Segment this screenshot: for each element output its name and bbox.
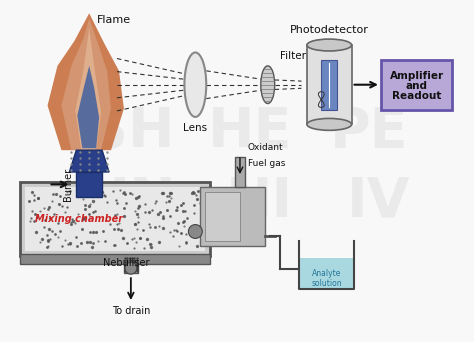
Circle shape: [188, 225, 202, 238]
Text: Fuel gas: Fuel gas: [248, 159, 285, 168]
Bar: [205, 192, 240, 241]
Text: solution: solution: [311, 279, 342, 288]
Text: Lens: Lens: [183, 123, 208, 133]
Text: Photodetector: Photodetector: [290, 25, 369, 35]
Text: IV: IV: [347, 175, 410, 229]
Polygon shape: [75, 28, 101, 150]
Text: Analyte: Analyte: [312, 269, 341, 278]
Text: SH: SH: [88, 105, 174, 159]
Bar: [124, 256, 138, 273]
Polygon shape: [62, 18, 111, 150]
Bar: [76, 172, 102, 197]
Polygon shape: [47, 13, 124, 150]
Bar: [201, 187, 265, 246]
Text: Burner: Burner: [64, 168, 73, 201]
Text: UN: UN: [85, 175, 177, 229]
Circle shape: [125, 262, 137, 274]
Text: Amplifier: Amplifier: [390, 71, 444, 81]
Text: Filter: Filter: [280, 51, 306, 61]
Ellipse shape: [307, 39, 352, 51]
Bar: [301, 258, 353, 288]
Text: Mixing chamber: Mixing chamber: [35, 214, 123, 224]
Text: Readout: Readout: [392, 91, 441, 101]
Bar: [25, 187, 205, 251]
Bar: [307, 45, 352, 124]
Bar: [321, 60, 337, 109]
Text: Flame: Flame: [97, 15, 131, 25]
Bar: [235, 157, 245, 187]
Text: Nebuliser: Nebuliser: [103, 258, 149, 268]
Ellipse shape: [261, 66, 275, 104]
Bar: [20, 182, 210, 256]
Text: To drain: To drain: [112, 306, 150, 316]
Text: PE: PE: [329, 105, 408, 159]
Polygon shape: [77, 66, 99, 148]
Polygon shape: [69, 150, 109, 172]
Text: HE: HE: [208, 105, 292, 159]
Ellipse shape: [307, 118, 352, 130]
Text: NI: NI: [226, 175, 293, 229]
FancyBboxPatch shape: [381, 60, 452, 109]
Text: and: and: [406, 81, 428, 91]
Ellipse shape: [184, 52, 206, 117]
Text: Oxidant: Oxidant: [248, 143, 283, 152]
Bar: [20, 254, 210, 264]
